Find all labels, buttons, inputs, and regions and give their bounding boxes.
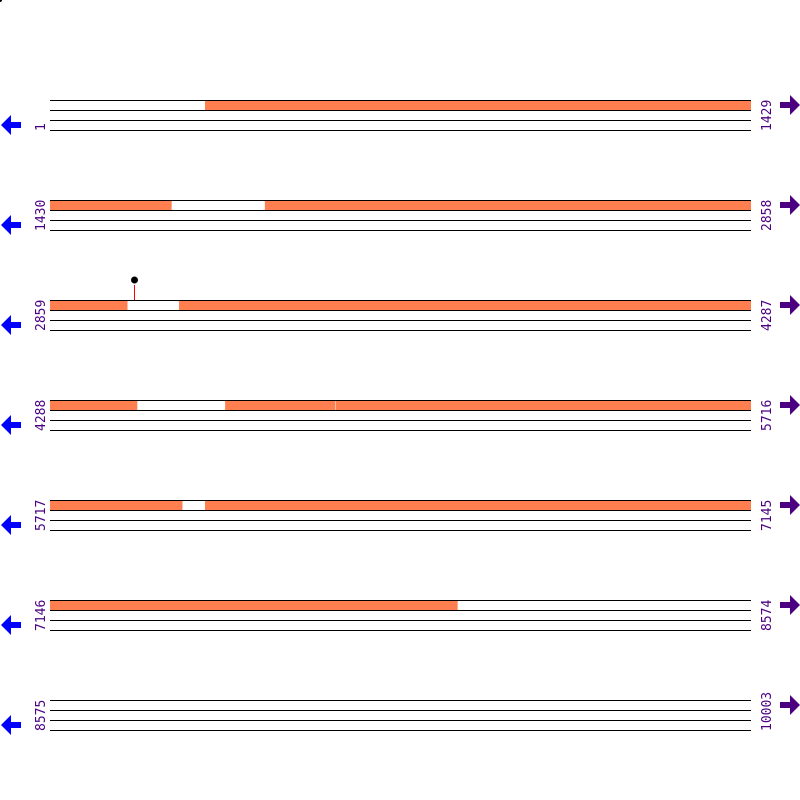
feature-bar[interactable] bbox=[179, 300, 752, 310]
marker-head[interactable] bbox=[131, 276, 138, 284]
row-start-label: 8575 bbox=[34, 700, 49, 731]
sequence-row: 8575 10003 bbox=[1, 692, 800, 735]
arrow-left-icon bbox=[1, 115, 21, 135]
arrow-left-icon bbox=[1, 715, 21, 735]
row-end-label: 1429 bbox=[760, 100, 775, 131]
row-start-label: 4288 bbox=[34, 400, 49, 431]
sequence-row: 1 1429 bbox=[1, 95, 800, 135]
feature-bar[interactable] bbox=[205, 500, 751, 510]
feature-bar[interactable] bbox=[50, 400, 138, 410]
feature-bar[interactable] bbox=[50, 300, 128, 310]
feature-bar[interactable] bbox=[50, 500, 183, 510]
arrow-left-icon bbox=[1, 415, 21, 435]
row-start-label: 7146 bbox=[34, 600, 49, 631]
row-start-label: 2859 bbox=[34, 300, 49, 331]
sequence-row: 4288 5716 bbox=[1, 395, 800, 435]
feature-bar[interactable] bbox=[225, 400, 336, 410]
arrow-right-icon bbox=[780, 595, 800, 615]
sequence-row: 7146 8574 bbox=[1, 595, 800, 635]
row-end-label: 7145 bbox=[760, 500, 775, 531]
row-start-label: 1430 bbox=[34, 200, 49, 231]
sequence-row: 2859 4287 bbox=[1, 276, 800, 335]
arrow-right-icon bbox=[780, 695, 800, 715]
feature-bar[interactable] bbox=[50, 200, 172, 210]
arrow-right-icon bbox=[780, 295, 800, 315]
sequence-row: 1430 2858 bbox=[1, 195, 800, 235]
feature-bar[interactable] bbox=[335, 400, 751, 410]
feature-bar[interactable] bbox=[50, 600, 458, 610]
feature-bar[interactable] bbox=[205, 100, 751, 110]
arrow-right-icon bbox=[780, 495, 800, 515]
row-end-label: 10003 bbox=[760, 692, 775, 731]
sequence-row: 5717 7145 bbox=[1, 495, 800, 535]
arrow-left-icon bbox=[1, 215, 21, 235]
row-end-label: 2858 bbox=[760, 200, 775, 231]
arrow-right-icon bbox=[780, 95, 800, 115]
arrow-left-icon bbox=[1, 515, 21, 535]
arrow-right-icon bbox=[780, 195, 800, 215]
feature-bar[interactable] bbox=[264, 200, 751, 210]
arrow-right-icon bbox=[780, 395, 800, 415]
row-end-label: 5716 bbox=[760, 400, 775, 431]
row-start-label: 1 bbox=[34, 123, 49, 131]
arrow-left-icon bbox=[1, 615, 21, 635]
row-start-label: 5717 bbox=[34, 500, 49, 531]
row-end-label: 8574 bbox=[760, 600, 775, 631]
row-end-label: 4287 bbox=[760, 300, 775, 331]
arrow-left-icon bbox=[1, 315, 21, 335]
corner-dot bbox=[0, 0, 2, 2]
